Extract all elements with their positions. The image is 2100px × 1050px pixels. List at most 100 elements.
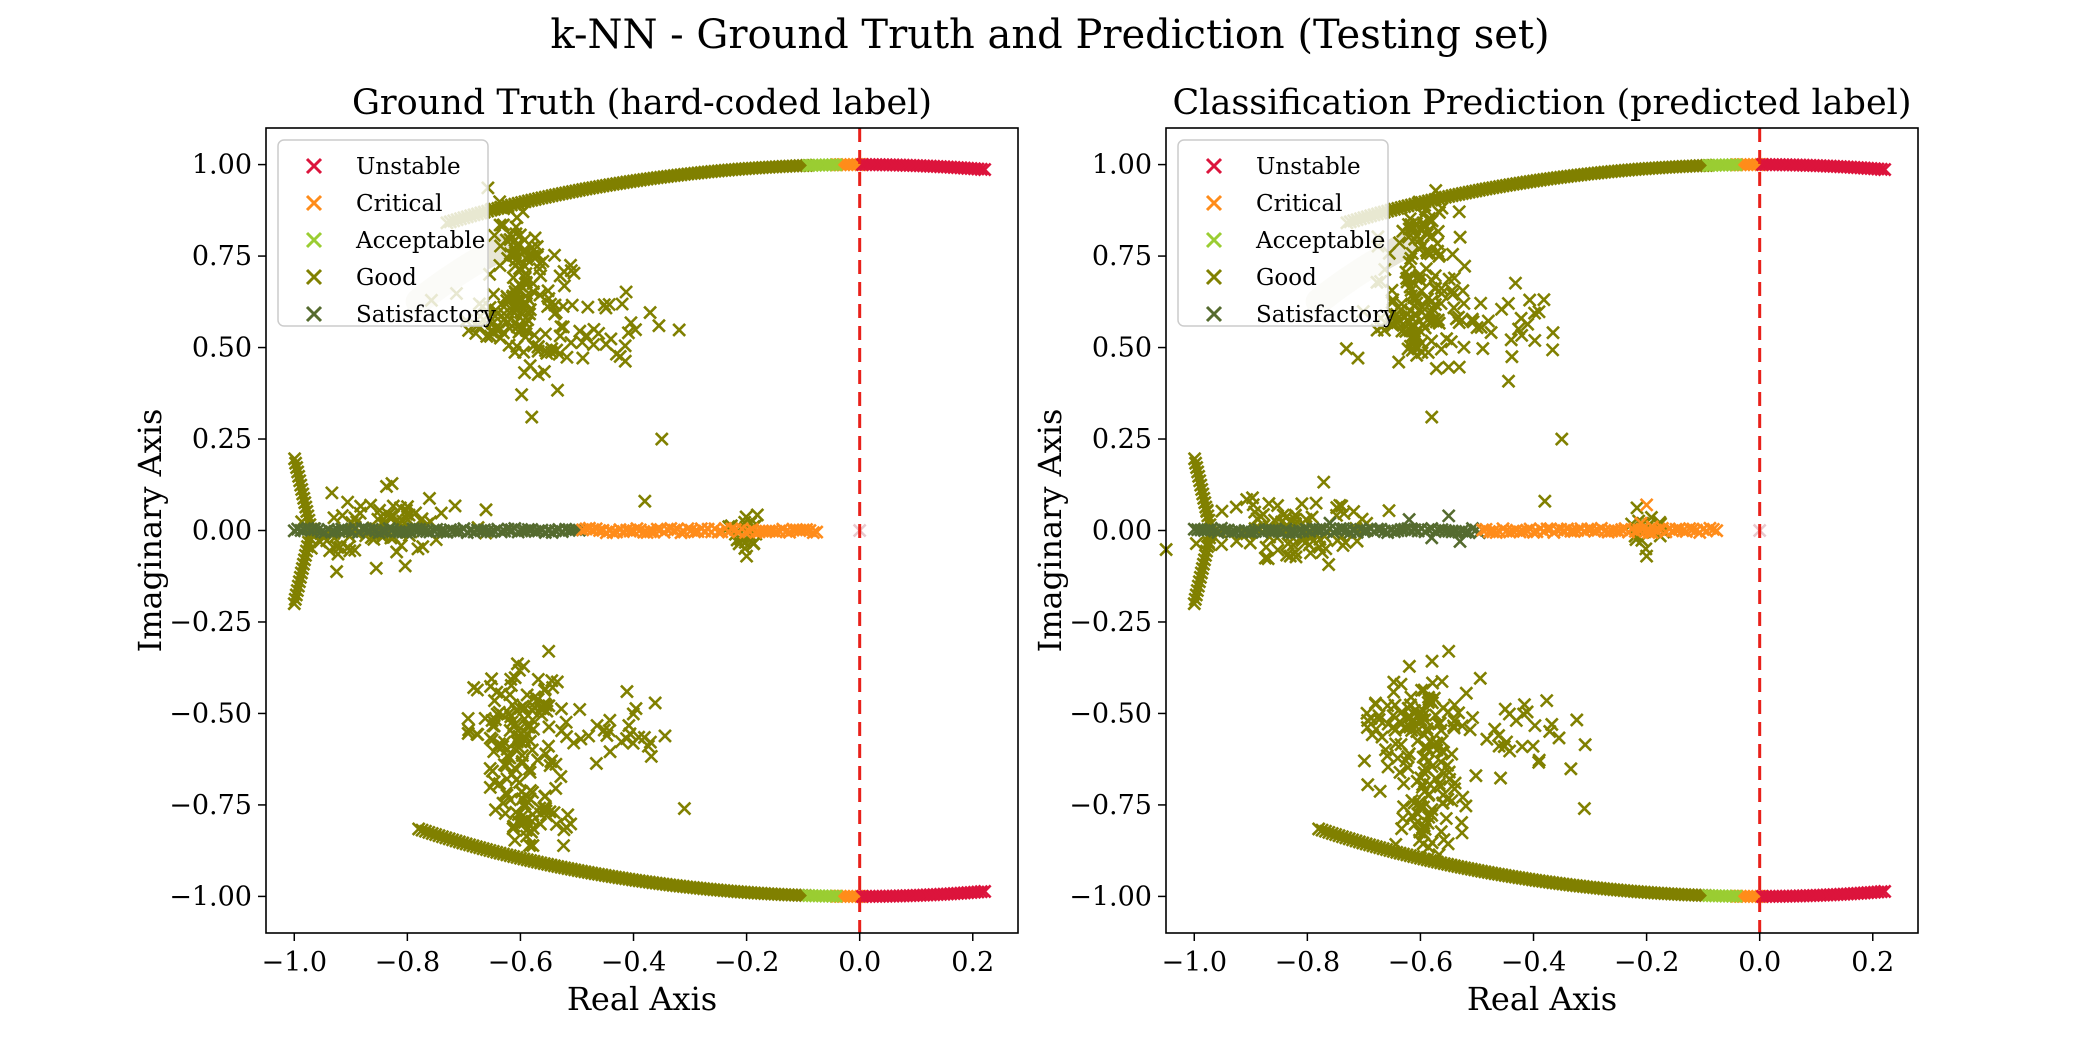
x-tick-label: −0.4 <box>601 947 667 978</box>
scatter-point <box>628 322 643 337</box>
y-tick-label: 0.75 <box>192 241 252 272</box>
y-tick-label: 0.50 <box>1092 333 1152 364</box>
scatter-point <box>478 711 493 726</box>
scatter-point <box>1426 314 1441 328</box>
y-tick-label: 0.50 <box>192 333 252 364</box>
scatter-point <box>487 693 502 708</box>
scatter-point <box>648 696 663 710</box>
scatter-point <box>1425 273 1440 288</box>
legend-marker-critical <box>1205 194 1223 212</box>
scatter-point <box>1451 310 1466 325</box>
scatter-point <box>537 683 552 698</box>
scatter-point <box>809 525 824 539</box>
scatter-point <box>599 301 613 315</box>
scatter-point <box>1402 222 1417 236</box>
scatter-point <box>1445 247 1460 262</box>
scatter-point <box>1473 671 1488 686</box>
scatter-point <box>1481 314 1496 328</box>
scatter-point <box>542 720 556 734</box>
scatter-point <box>1441 508 1456 523</box>
scatter-point <box>1259 540 1274 555</box>
scatter-point <box>1270 498 1285 513</box>
scatter-point <box>1381 717 1396 732</box>
y-tick-label: 0.75 <box>1092 241 1152 272</box>
scatter-point <box>1537 494 1552 509</box>
scatter-point <box>1455 790 1470 805</box>
scatter-point <box>1337 506 1351 521</box>
scatter-point <box>1214 537 1229 552</box>
scatter-point <box>525 743 540 757</box>
scatter-point <box>1439 811 1454 826</box>
scatter-point <box>1402 512 1417 527</box>
scatter-point <box>508 670 523 685</box>
scatter-point <box>523 302 538 317</box>
scatter-point <box>619 285 634 299</box>
scatter-point <box>554 319 568 334</box>
scatter-point <box>1452 204 1467 219</box>
scatter-point <box>488 802 503 817</box>
y-tick-label: 0.25 <box>192 424 252 455</box>
scatter-point <box>613 349 628 364</box>
x-tick-label: −0.6 <box>488 947 554 978</box>
scatter-point <box>589 756 604 771</box>
scatter-point <box>1546 325 1560 340</box>
legend-label-acceptable: Acceptable <box>355 228 485 254</box>
y-tick-label: −1.00 <box>169 881 252 912</box>
scatter-point <box>1527 333 1542 348</box>
scatter-point <box>468 326 483 341</box>
scatter-point <box>1487 722 1502 737</box>
scatter-point <box>522 838 537 853</box>
scatter-point <box>1394 821 1409 836</box>
x-tick-label: 0.2 <box>951 947 994 978</box>
scatter-point <box>1458 525 1473 540</box>
scatter-point <box>556 320 571 334</box>
legend-marker-good <box>1205 268 1223 286</box>
scatter-point <box>566 736 581 750</box>
scatter-point <box>1435 201 1449 216</box>
scatter-point <box>564 263 579 278</box>
scatter-point <box>543 297 558 312</box>
scatter-point <box>621 325 636 340</box>
scatter-point <box>1429 361 1444 376</box>
scatter-point <box>1522 293 1537 307</box>
y-tick-label: −0.25 <box>169 607 252 638</box>
scatter-point <box>1444 334 1459 349</box>
scatter-point <box>559 715 574 730</box>
scatter-point <box>533 268 548 283</box>
scatter-point <box>340 495 355 510</box>
scatter-point <box>466 680 481 695</box>
scatter-point <box>531 692 546 707</box>
scatter-point <box>492 258 507 273</box>
scatter-point <box>1309 496 1324 511</box>
legend-marker-unstable <box>1205 157 1223 175</box>
scatter-point <box>523 765 537 780</box>
legend-marker-satisfactory <box>305 305 323 323</box>
scatter-point <box>1413 771 1428 785</box>
scatter-point <box>1243 536 1258 550</box>
scatter-point <box>1493 771 1508 785</box>
legend-label-unstable: Unstable <box>356 154 461 180</box>
x-tick-label: −1.0 <box>1161 947 1227 978</box>
scatter-point <box>1303 546 1318 560</box>
scatter-point <box>1258 551 1273 565</box>
scatter-point <box>1385 292 1400 307</box>
scatter-point <box>1393 765 1407 780</box>
scatter-point <box>1187 451 1202 466</box>
scatter-point <box>1630 500 1644 515</box>
scatter-point <box>1451 705 1466 720</box>
scatter-point <box>1364 711 1379 726</box>
scatter-point <box>499 233 514 248</box>
scatter-point <box>1406 290 1421 305</box>
scatter-point <box>548 781 563 796</box>
scatter-point <box>353 499 368 514</box>
scatter-point <box>1395 324 1409 339</box>
scatter-point <box>1504 349 1519 364</box>
scatter-point <box>629 521 644 536</box>
scatter-point <box>525 838 540 853</box>
scatter-point <box>543 758 558 773</box>
x-tick-label: −0.2 <box>1614 947 1680 978</box>
scatter-point <box>580 300 595 315</box>
scatter-point <box>1456 296 1471 311</box>
scatter-point <box>508 253 523 268</box>
scatter-point <box>322 543 337 558</box>
